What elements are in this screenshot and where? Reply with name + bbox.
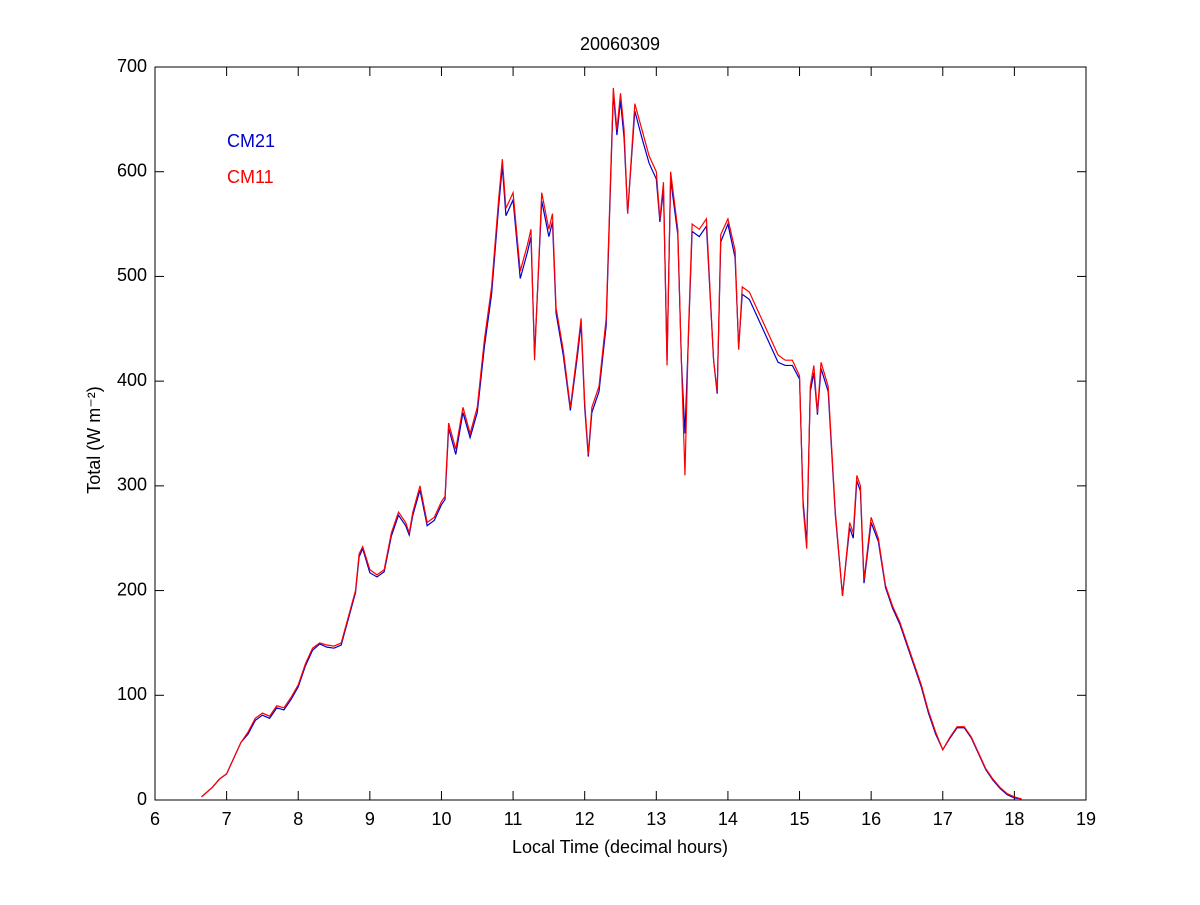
y-tick-label: 700: [117, 56, 147, 76]
x-tick-label: 19: [1076, 809, 1096, 829]
x-tick-label: 11: [504, 809, 523, 829]
x-tick-label: 9: [365, 809, 375, 829]
x-tick-label: 8: [293, 809, 303, 829]
x-tick-label: 7: [222, 809, 232, 829]
data-line: [201, 87, 1022, 800]
x-tick-label: 6: [150, 809, 160, 829]
y-tick-label: 500: [117, 265, 147, 285]
x-tick-label: 10: [431, 809, 451, 829]
x-tick-label: 14: [718, 809, 738, 829]
legend-entry: CM11: [227, 167, 274, 187]
y-tick-label: 100: [117, 684, 147, 704]
x-tick-label: 13: [646, 809, 666, 829]
x-tick-label: 16: [861, 809, 881, 829]
y-tick-label: 300: [117, 475, 147, 495]
y-tick-label: 200: [117, 579, 147, 599]
legend-entry: CM21: [227, 131, 275, 151]
y-axis-label: Total (W m⁻²): [84, 386, 104, 494]
y-tick-label: 0: [137, 789, 147, 809]
x-axis-label: Local Time (decimal hours): [512, 837, 728, 857]
y-tick-label: 600: [117, 160, 147, 180]
chart-title: 20060309: [580, 34, 660, 54]
y-tick-label: 400: [117, 370, 147, 390]
x-tick-label: 12: [575, 809, 595, 829]
x-tick-label: 17: [933, 809, 953, 829]
x-tick-label: 15: [790, 809, 810, 829]
x-tick-label: 18: [1004, 809, 1024, 829]
plot-frame: [154, 66, 1087, 801]
